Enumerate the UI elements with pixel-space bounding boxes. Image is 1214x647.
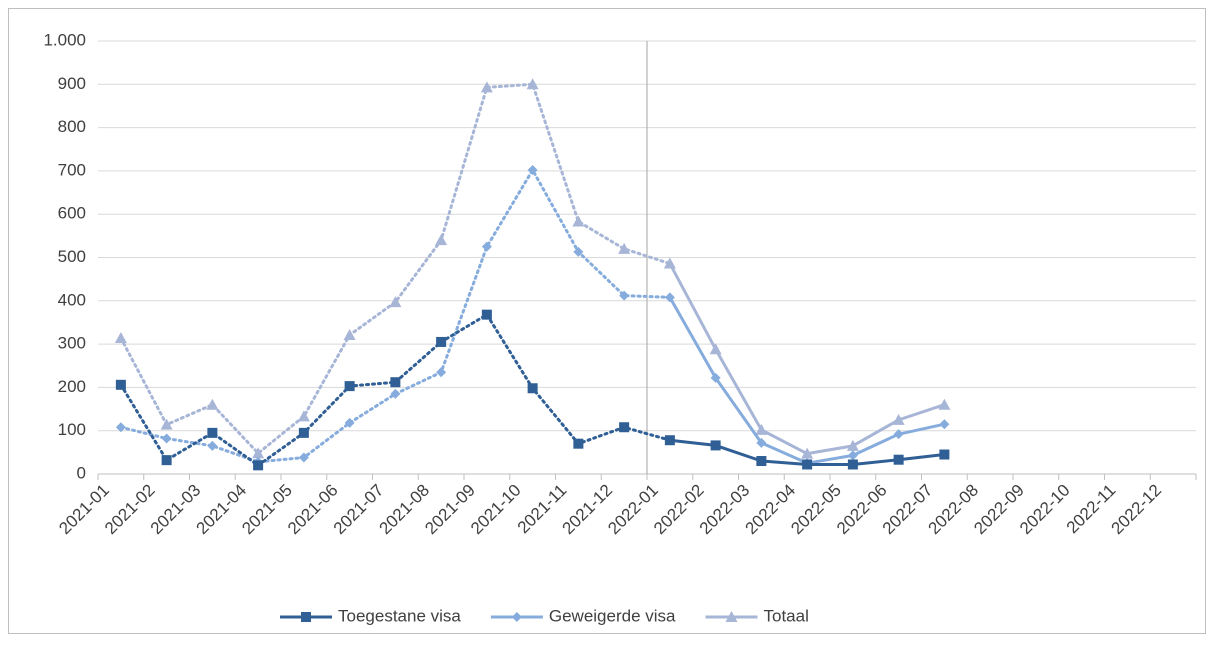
marker <box>847 450 858 461</box>
marker <box>801 447 814 459</box>
marker <box>939 419 950 430</box>
marker <box>847 459 858 470</box>
marker <box>481 241 492 252</box>
marker <box>664 292 675 303</box>
marker <box>115 379 126 390</box>
y-tick-label: 500 <box>58 247 86 266</box>
marker <box>114 332 127 344</box>
marker <box>389 296 402 308</box>
marker <box>893 454 904 465</box>
marker <box>664 435 675 446</box>
marker <box>756 437 767 448</box>
marker <box>527 383 538 394</box>
marker <box>710 440 721 451</box>
marker <box>573 246 584 257</box>
marker <box>710 372 721 383</box>
y-tick-label: 1.000 <box>43 30 86 49</box>
marker <box>206 398 219 410</box>
marker <box>253 460 264 471</box>
marker <box>573 438 584 449</box>
marker <box>161 433 172 444</box>
marker <box>298 452 309 463</box>
marker <box>619 422 630 433</box>
marker <box>939 449 950 460</box>
marker <box>756 456 767 467</box>
marker <box>526 78 539 90</box>
legend-label: Totaal <box>764 606 809 625</box>
y-tick-label: 300 <box>58 334 86 353</box>
marker <box>161 455 172 466</box>
marker <box>572 215 585 227</box>
y-tick-label: 0 <box>77 463 86 482</box>
marker <box>481 309 492 320</box>
marker <box>802 459 813 470</box>
marker <box>511 612 522 622</box>
marker <box>207 427 218 438</box>
chart-frame <box>8 8 1206 634</box>
y-tick-label: 100 <box>58 420 86 439</box>
marker <box>390 377 401 388</box>
legend-label: Toegestane visa <box>338 606 461 625</box>
y-tick-label: 900 <box>58 74 86 93</box>
y-tick-label: 800 <box>58 117 86 136</box>
marker <box>344 417 355 428</box>
marker <box>527 165 538 176</box>
marker <box>618 242 631 254</box>
marker <box>846 439 859 451</box>
marker <box>252 447 265 459</box>
marker <box>893 429 904 440</box>
marker <box>390 388 401 399</box>
marker <box>725 611 738 622</box>
marker <box>115 422 126 433</box>
legend-label: Geweigerde visa <box>549 606 676 625</box>
y-tick-label: 700 <box>58 160 86 179</box>
marker <box>207 440 218 451</box>
marker <box>160 418 173 430</box>
marker <box>435 234 448 246</box>
marker <box>343 329 356 341</box>
marker <box>297 410 310 422</box>
y-tick-label: 400 <box>58 290 86 309</box>
marker <box>436 336 447 347</box>
y-tick-label: 200 <box>58 377 86 396</box>
marker <box>480 81 493 93</box>
marker <box>892 413 905 425</box>
marker <box>436 367 447 378</box>
marker <box>298 427 309 438</box>
marker <box>938 398 951 410</box>
y-tick-label: 600 <box>58 204 86 223</box>
marker <box>755 423 768 435</box>
marker <box>301 612 311 622</box>
marker <box>619 290 630 301</box>
marker <box>344 381 355 392</box>
marker <box>709 343 722 355</box>
marker <box>663 257 676 269</box>
